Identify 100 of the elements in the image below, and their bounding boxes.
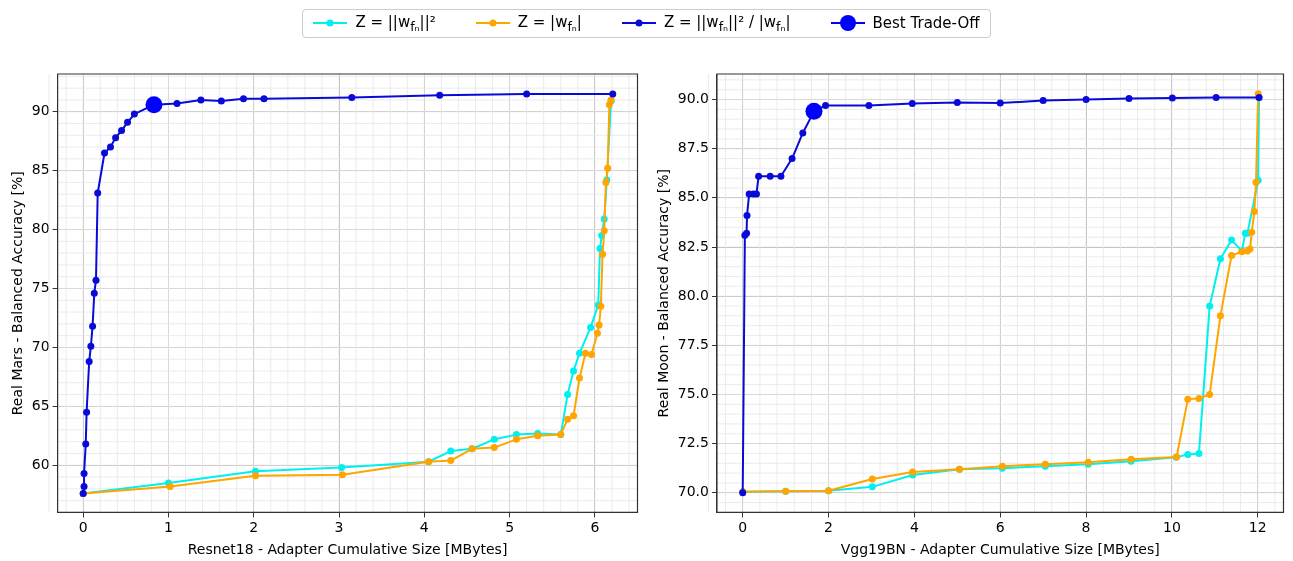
point	[609, 90, 617, 98]
point	[1228, 236, 1236, 244]
point	[755, 172, 763, 180]
point	[124, 118, 132, 126]
point	[604, 164, 612, 172]
point	[576, 374, 584, 382]
y-tick-label: 75.0	[677, 385, 709, 402]
point	[87, 342, 95, 350]
x-axis-title: Resnet18 - Adapter Cumulative Size [MBytes]	[187, 541, 508, 558]
y-tick-label: 80.0	[677, 286, 709, 303]
point	[1206, 302, 1214, 310]
y-tick-label: 90.0	[677, 90, 709, 107]
point	[1125, 95, 1133, 103]
point	[600, 227, 608, 235]
x-tick-label: 0	[78, 519, 88, 536]
x-tick-label: 4	[909, 519, 919, 536]
legend-label: Z = ||w$_{fₙ}$||²	[355, 12, 436, 34]
point	[564, 391, 572, 399]
point	[1216, 312, 1224, 320]
point	[766, 172, 774, 180]
point	[251, 472, 259, 480]
point	[1039, 97, 1047, 105]
point	[118, 127, 126, 135]
point	[101, 149, 109, 157]
x-tick-label: 6	[590, 519, 600, 536]
point	[799, 129, 807, 137]
point	[593, 329, 601, 337]
point	[570, 412, 578, 420]
point	[82, 440, 90, 448]
point	[822, 101, 830, 109]
point	[868, 483, 876, 491]
y-tick-label: 77.5	[677, 335, 709, 352]
point	[80, 482, 88, 490]
y-tick-label: 85	[31, 161, 50, 178]
point	[1184, 395, 1192, 403]
point	[1216, 255, 1224, 263]
y-tick-label: 60	[31, 455, 50, 472]
point	[85, 358, 93, 366]
point	[1228, 251, 1236, 259]
legend-label: Best Trade-Off	[872, 14, 980, 32]
point	[130, 110, 138, 118]
point	[564, 415, 572, 423]
point	[1195, 449, 1203, 457]
point	[743, 212, 751, 220]
point	[868, 475, 876, 483]
point	[805, 102, 823, 120]
point	[89, 322, 97, 330]
y-tick-label: 70	[31, 338, 50, 355]
point	[1206, 390, 1214, 398]
point	[788, 155, 796, 163]
y-tick-label: 75	[31, 279, 50, 296]
point	[447, 447, 455, 455]
point	[106, 143, 114, 151]
y-tick-label: 87.5	[677, 139, 709, 156]
point	[1248, 228, 1256, 236]
point	[1250, 208, 1258, 216]
x-tick-label: 1	[164, 519, 173, 536]
point	[436, 91, 444, 99]
point	[595, 321, 603, 329]
x-tick-label: 12	[1248, 519, 1267, 536]
point	[587, 350, 595, 358]
point	[1168, 94, 1176, 102]
x-tick-label: 0	[738, 519, 748, 536]
y-tick-label: 72.5	[677, 434, 709, 451]
point	[80, 470, 88, 478]
point	[348, 94, 356, 102]
point	[240, 95, 248, 103]
point	[112, 134, 120, 142]
y-axis-title: Real Mars - Balanced Accuracy [%]	[9, 171, 26, 416]
x-tick-label: 10	[1163, 519, 1181, 536]
point	[217, 97, 225, 105]
point	[996, 99, 1004, 107]
y-tick-label: 80	[31, 220, 50, 237]
x-tick-label: 2	[249, 519, 259, 536]
y-axis-title: Real Moon - Balanced Accuracy [%]	[655, 168, 672, 418]
point	[490, 435, 498, 443]
legend-label: Z = ||w$_{fₙ}$||² / |w$_{fₙ}$|	[663, 12, 791, 34]
x-tick-label: 2	[824, 519, 834, 536]
y-tick-label: 65	[31, 396, 50, 413]
point	[953, 99, 961, 107]
x-tick-label: 4	[419, 519, 429, 536]
point	[908, 99, 916, 107]
legend-label: Z = |w$_{fₙ}$|	[517, 12, 582, 34]
point	[599, 250, 607, 258]
point	[587, 323, 595, 331]
point	[145, 96, 163, 114]
point	[1195, 394, 1203, 402]
point	[1212, 94, 1220, 102]
y-tick-label: 82.5	[677, 237, 709, 254]
point	[197, 96, 205, 104]
point	[260, 95, 268, 103]
y-tick-label: 90	[31, 102, 50, 119]
point	[1184, 450, 1192, 458]
x-tick-label: 6	[995, 519, 1005, 536]
point	[570, 367, 578, 375]
point	[865, 101, 873, 109]
point	[83, 408, 91, 416]
x-tick-label: 8	[1081, 519, 1091, 536]
point	[581, 349, 589, 357]
y-tick-label: 85.0	[677, 188, 709, 205]
